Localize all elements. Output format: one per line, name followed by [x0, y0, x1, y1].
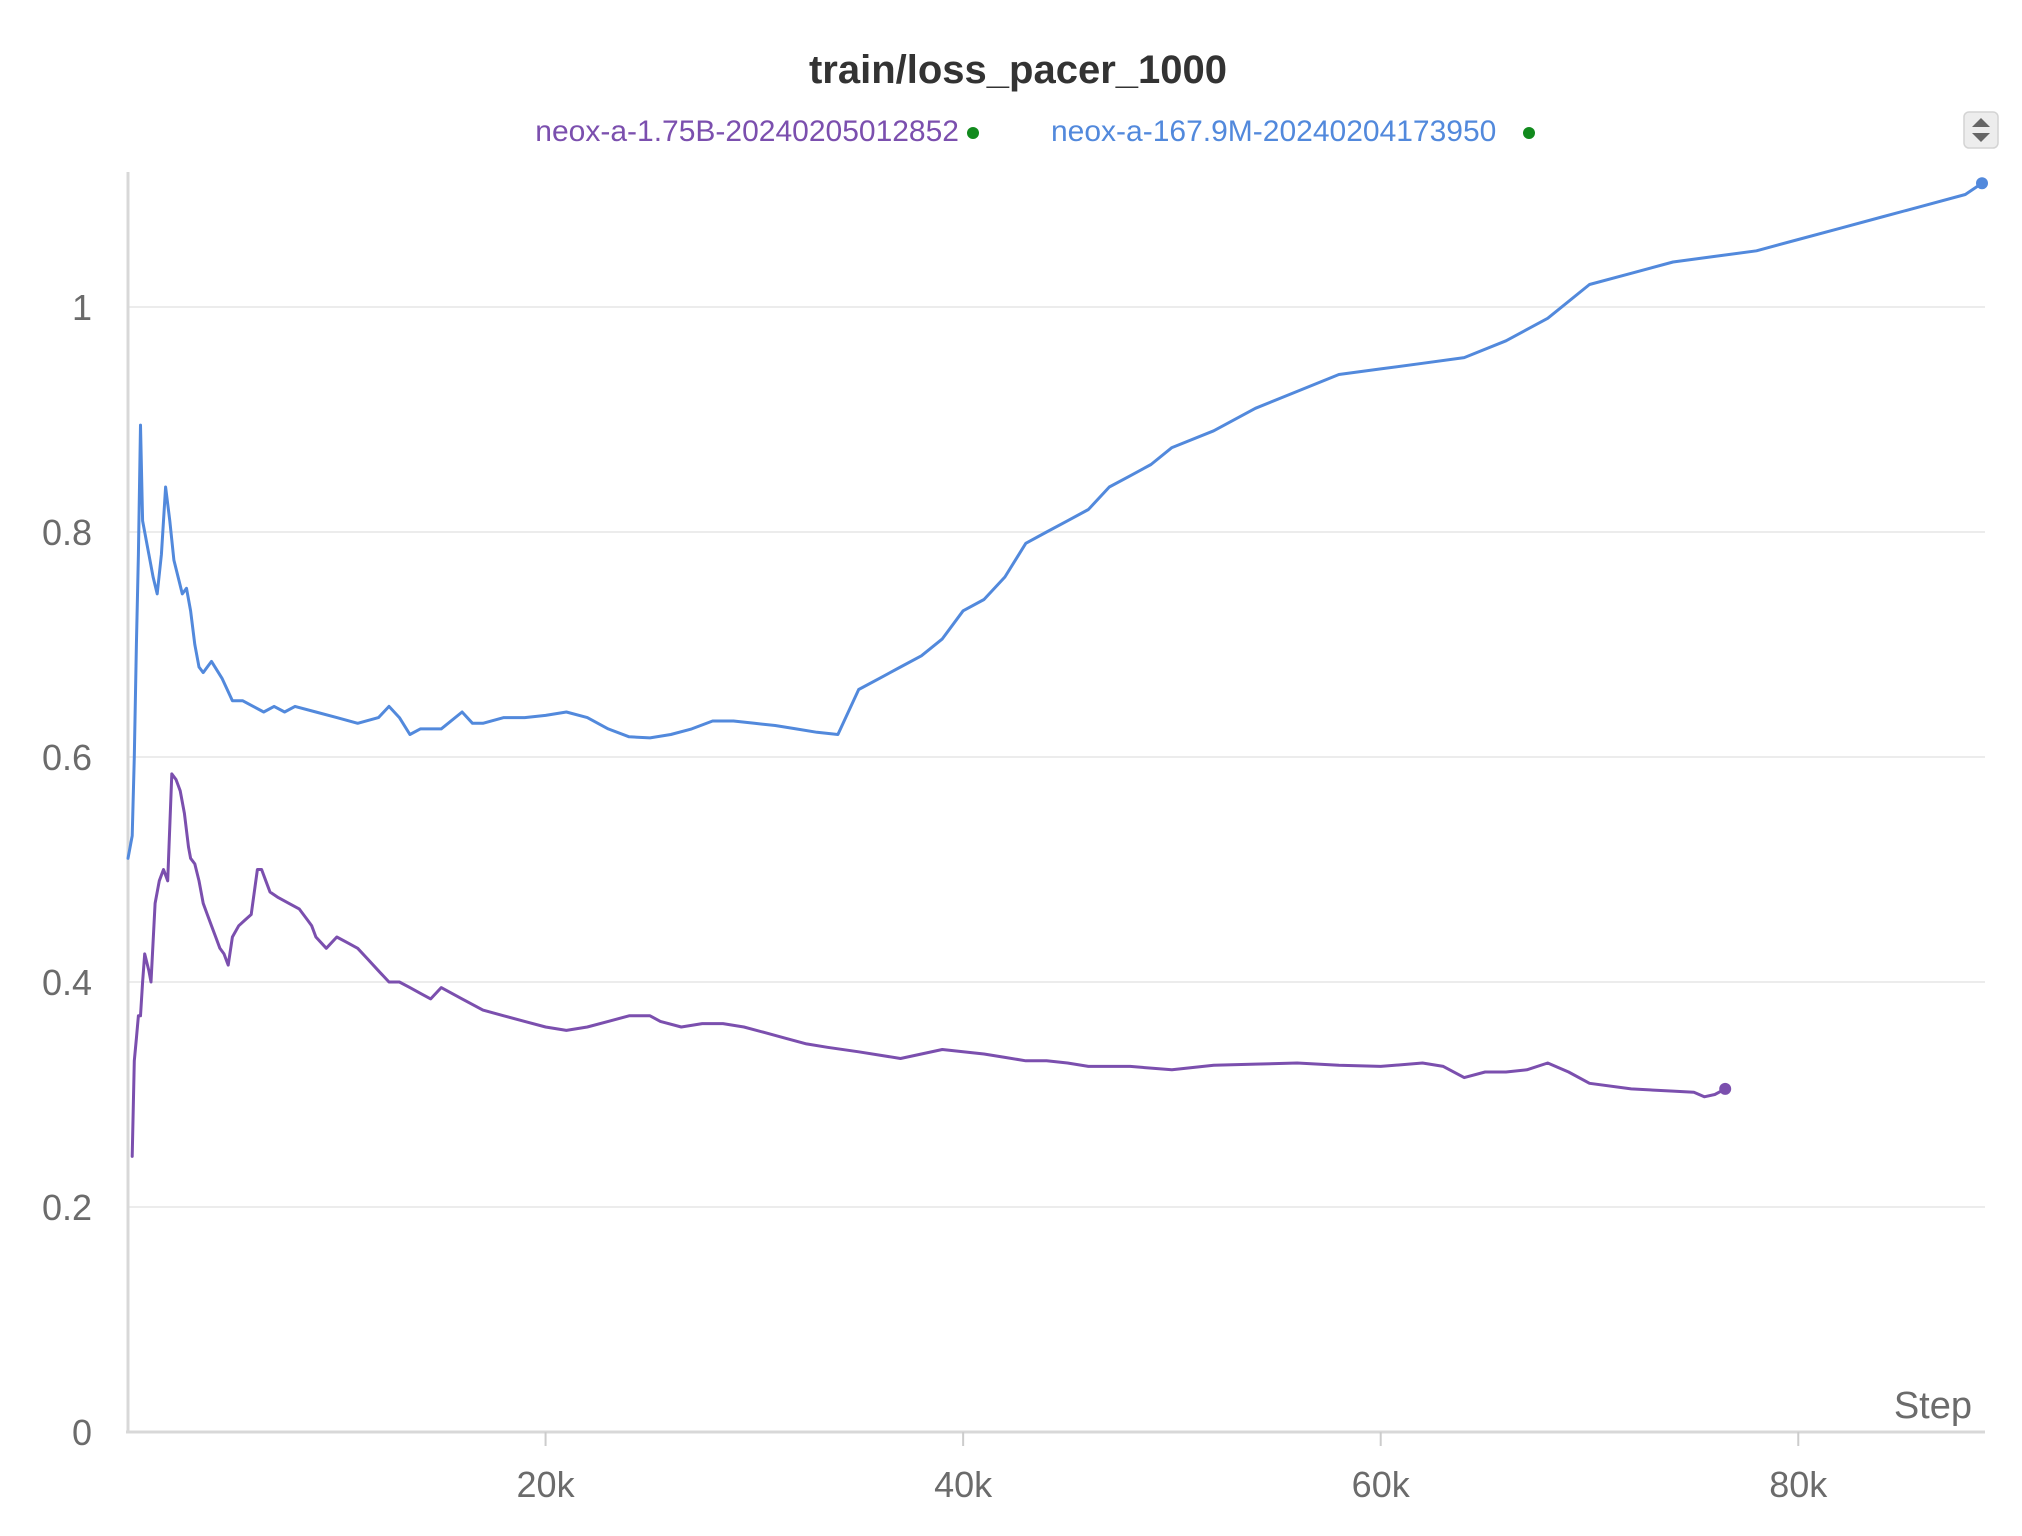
- x-tick-label: 40k: [934, 1464, 993, 1505]
- y-tick-label: 0.8: [42, 512, 92, 553]
- y-tick-labels: 0 0.2 0.4 0.6 0.8 1: [42, 287, 92, 1453]
- y-tick-label: 0: [72, 1412, 92, 1453]
- x-tick-labels: 20k 40k 60k 80k: [517, 1432, 1828, 1505]
- axes: [126, 172, 1985, 1434]
- series-lines: [126, 181, 1984, 1158]
- y-tick-label: 0.6: [42, 737, 92, 778]
- legend: neox-a-1.75B-20240205012852 neox-a-167.9…: [535, 115, 1535, 148]
- x-tick-label: 20k: [517, 1464, 576, 1505]
- y-tick-label: 0.4: [42, 962, 92, 1003]
- legend-status-dot: [1523, 127, 1535, 139]
- legend-status-dot: [967, 127, 979, 139]
- series-end-markers: [1719, 177, 1988, 1095]
- x-tick-label: 80k: [1769, 1464, 1828, 1505]
- series-end-marker-2: [1976, 177, 1988, 190]
- series-line-1[interactable]: [130, 772, 1727, 1158]
- series-line-2[interactable]: [126, 181, 1984, 860]
- x-tick-label: 60k: [1352, 1464, 1411, 1505]
- grid-lines: [128, 306, 1985, 1208]
- legend-label-series-2[interactable]: neox-a-167.9M-20240204173950: [1051, 115, 1496, 148]
- y-tick-label: 1: [72, 287, 92, 328]
- legend-label-series-1[interactable]: neox-a-1.75B-20240205012852: [535, 115, 959, 148]
- chart-title: train/loss_pacer_1000: [809, 48, 1227, 92]
- sort-up-down-icon: [1972, 118, 1990, 142]
- series-end-marker-1: [1719, 1082, 1732, 1095]
- x-axis-label: Step: [1894, 1385, 1972, 1427]
- y-tick-label: 0.2: [42, 1187, 92, 1228]
- legend-scroll-button[interactable]: [1963, 111, 1999, 149]
